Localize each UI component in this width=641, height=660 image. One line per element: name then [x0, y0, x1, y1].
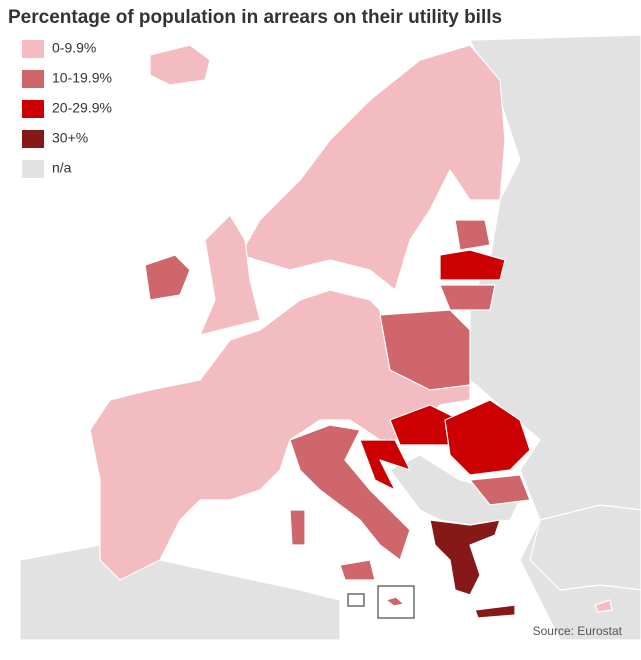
region [385, 596, 405, 607]
region [389, 454, 521, 526]
region [289, 424, 411, 561]
region [454, 219, 491, 251]
inset-box [347, 593, 365, 607]
region [469, 474, 531, 506]
title: Percentage of population in arrears on t… [8, 7, 502, 28]
region [289, 509, 306, 546]
region [149, 44, 211, 86]
legend-label: 30+% [52, 130, 88, 146]
region [429, 519, 501, 596]
region [359, 439, 411, 491]
region [474, 604, 516, 619]
region [144, 254, 191, 301]
legend-swatch [22, 100, 44, 118]
regions [19, 34, 641, 641]
legend: 0-9.9% 10-19.9% 20-29.9% 30+% n/a [22, 40, 112, 178]
region [439, 249, 506, 281]
region [594, 599, 613, 613]
region [529, 504, 641, 591]
region [444, 399, 531, 476]
region [379, 309, 471, 391]
region [439, 284, 496, 311]
legend-label: 10-19.9% [52, 70, 112, 86]
legend-swatch [22, 130, 44, 148]
inset-box [377, 585, 415, 619]
legend-label: 20-29.9% [52, 100, 112, 116]
legend-label: 0-9.9% [52, 40, 96, 56]
legend-swatch [22, 160, 44, 178]
region [469, 34, 641, 641]
source: Source: Eurostat [533, 624, 623, 638]
region [339, 559, 376, 581]
legend-swatch [22, 40, 44, 58]
region [199, 214, 261, 336]
legend-swatch [22, 70, 44, 88]
region [239, 44, 506, 291]
legend-label: n/a [52, 160, 72, 176]
